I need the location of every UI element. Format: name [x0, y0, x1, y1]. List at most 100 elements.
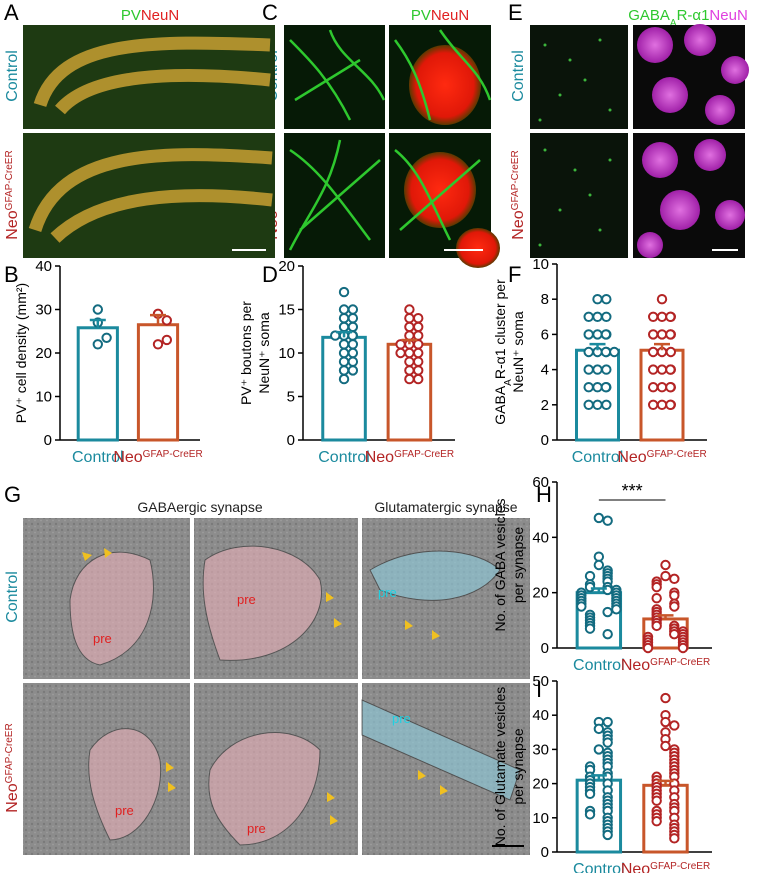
data-point	[669, 720, 680, 731]
row-label: NeoGFAP-CreER	[4, 150, 22, 239]
data-point	[647, 364, 659, 375]
title-neun: NeuN	[431, 7, 469, 24]
data-point	[665, 311, 676, 322]
micrograph-c	[284, 25, 500, 268]
data-point	[611, 604, 622, 615]
data-point	[602, 606, 613, 618]
micrograph-a	[23, 25, 275, 258]
panel-labels: A B C D E F G H I	[4, 0, 552, 702]
x-tick-label: Control	[318, 449, 370, 466]
bar	[642, 783, 689, 854]
data-point	[656, 329, 668, 340]
y-tick-label: 20	[532, 585, 549, 602]
data-point	[583, 364, 594, 375]
y-axis-label: per synapse	[510, 728, 526, 804]
data-point	[665, 346, 677, 358]
data-point	[347, 347, 359, 359]
data-point	[651, 593, 662, 604]
data-point	[347, 365, 359, 376]
data-point	[656, 311, 668, 322]
data-point	[395, 339, 406, 350]
data-point	[601, 399, 612, 410]
em-title: GABAergic synapse	[137, 499, 262, 515]
row-label: Control	[510, 50, 527, 102]
data-point	[593, 744, 605, 755]
panel-label: C	[262, 0, 278, 25]
x-tick-label: Control	[573, 861, 625, 873]
y-tick-label: 10	[278, 345, 295, 362]
y-axis-label: NeuN⁺ soma	[256, 312, 272, 394]
data-point	[404, 365, 415, 376]
data-point	[338, 286, 350, 298]
x-tick-label: Control	[72, 449, 124, 466]
data-point	[347, 304, 359, 315]
data-point	[592, 382, 603, 393]
data-point	[647, 311, 659, 322]
data-point	[656, 399, 668, 410]
row-label: Control	[4, 571, 21, 623]
y-axis-label: No. of GABA vesicles	[492, 498, 508, 631]
data-point	[583, 399, 594, 410]
title-neun: NeuN	[141, 7, 179, 24]
presynaptic-region	[361, 699, 521, 801]
data-point	[404, 330, 415, 341]
category-label: Control	[72, 449, 124, 466]
category-label: Neo	[617, 449, 646, 466]
data-point	[584, 809, 596, 820]
y-tick-label: 60	[532, 474, 549, 491]
category-label: Neo	[621, 861, 650, 873]
panel-label: I	[536, 677, 542, 702]
chart: 0 10 20 30 40 50 No. of Glutamate vesicles per …	[492, 673, 712, 878]
data-point	[602, 628, 613, 640]
presynaptic-region	[369, 550, 501, 601]
data-point	[665, 399, 676, 410]
y-axis-label-part: GABA	[492, 385, 508, 425]
image-title: GABAAR-α1NeuN	[628, 7, 748, 29]
cell-layer	[28, 148, 273, 243]
category-superscript: GFAP-CreER	[650, 657, 710, 668]
bar	[575, 348, 620, 442]
panel-label: G	[4, 482, 21, 507]
data-point	[669, 833, 680, 844]
data-point	[609, 346, 620, 358]
y-tick-label: 10	[532, 810, 549, 827]
data-point	[669, 573, 680, 585]
y-tick-label: 4	[541, 362, 549, 379]
data-point	[669, 601, 680, 612]
puncta	[538, 38, 612, 247]
y-axis-label: No. of Glutamate vesicles	[492, 687, 508, 847]
category-label: Neo	[621, 657, 650, 674]
arrowheads	[82, 548, 448, 825]
data-point	[602, 515, 613, 526]
data-point	[395, 347, 406, 359]
fiber	[393, 29, 492, 121]
data-point	[404, 313, 415, 324]
y-tick-label: 10	[35, 389, 52, 406]
x-tick-label: NeoGFAP-CreER	[621, 861, 710, 874]
title-gaba: GABA	[628, 7, 670, 24]
data-point	[338, 304, 350, 315]
presynaptic-region	[88, 728, 162, 841]
pre-labels: pre pre pre pre pre pre	[93, 585, 411, 836]
image-title: PVNeuN	[121, 7, 179, 24]
data-point	[583, 382, 594, 393]
error-bar	[654, 342, 670, 351]
chart: 0 5 10 15 20 PV⁺ boutons per NeuN⁺ soma Control…	[238, 258, 455, 466]
data-point	[642, 642, 654, 654]
panel-label: F	[508, 262, 521, 287]
error-bar	[589, 342, 606, 351]
y-axis-label: per synapse	[510, 527, 526, 603]
pre-label: pre	[392, 711, 411, 726]
y-tick-label: 0	[541, 844, 549, 861]
pre-label: pre	[115, 803, 134, 818]
error-bar	[336, 330, 353, 338]
category-superscript: GFAP-CreER	[394, 449, 454, 460]
y-tick-label: 20	[532, 776, 549, 793]
data-point	[413, 373, 424, 385]
data-point	[592, 364, 603, 375]
data-point	[584, 581, 596, 593]
micrograph-e	[530, 24, 749, 258]
presynaptic-region	[208, 732, 321, 846]
image-title: PVNeuN	[411, 7, 469, 24]
data-point	[338, 339, 350, 350]
